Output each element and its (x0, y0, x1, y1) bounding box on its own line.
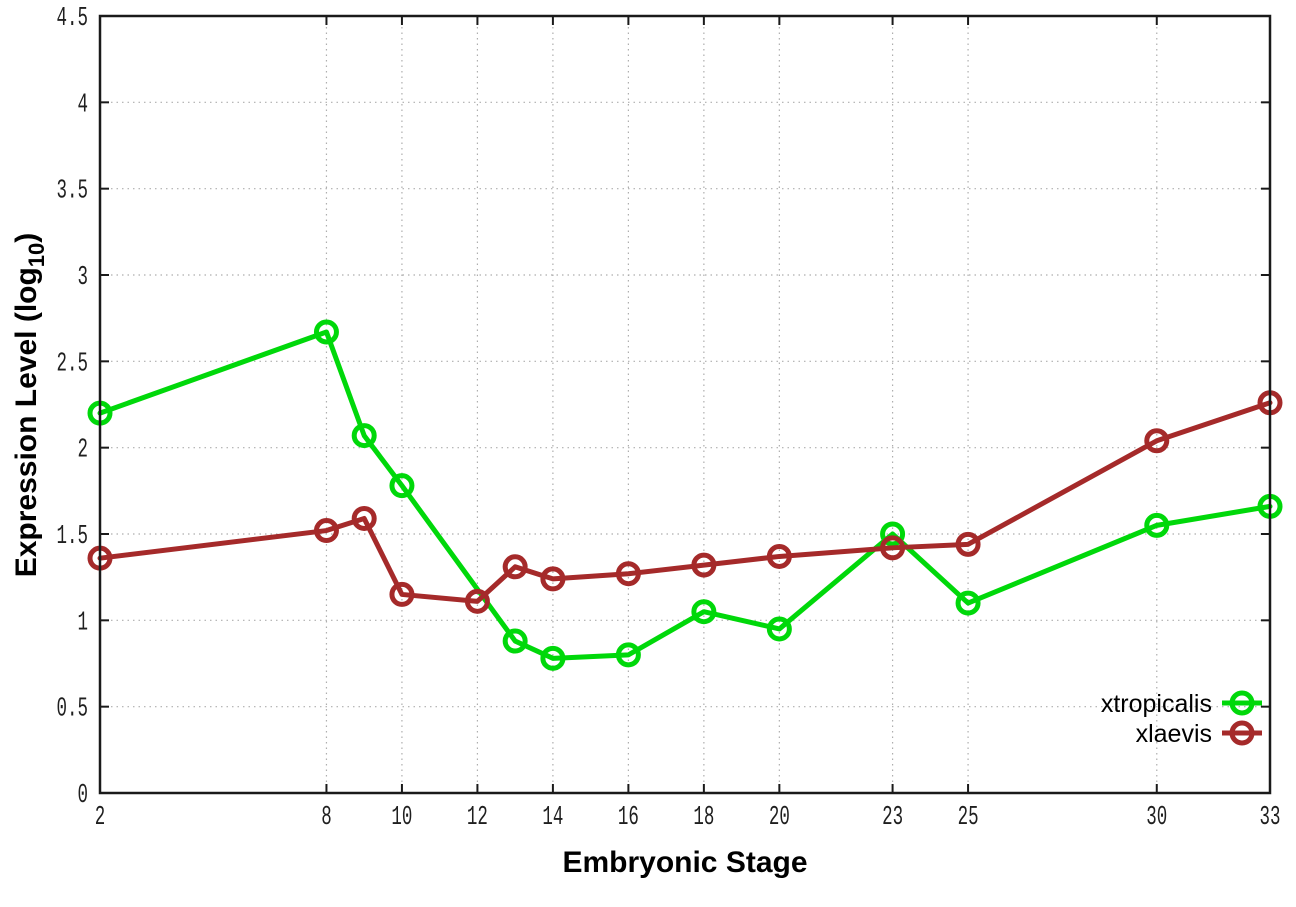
data-point-xtropicalis-stage-20 (766, 616, 792, 642)
y-tick-label-1: 1 (78, 608, 89, 638)
data-point-xlaevis-stage-8 (313, 518, 339, 544)
x-axis-title: Embryonic Stage (562, 846, 807, 879)
x-tick-label-33: 33 (1260, 803, 1281, 833)
legend-label-xtropicalis: xtropicalis (1101, 690, 1212, 718)
x-tick-label-12: 12 (467, 803, 488, 833)
data-point-xtropicalis-stage-14 (540, 645, 566, 671)
x-tick-label-18: 18 (693, 803, 714, 833)
y-tick-label-0.5: 0.5 (57, 695, 89, 725)
data-point-xtropicalis-stage-10 (389, 473, 415, 499)
legend-label-xlaevis: xlaevis (1136, 720, 1212, 748)
legend-marker-xlaevis (1229, 720, 1255, 746)
x-tick-label-16: 16 (618, 803, 639, 833)
x-tick-label-10: 10 (391, 803, 412, 833)
axis-layer: 2 8 10 12 14 16 18 20 23 25 30 33 0 0.5 1 1.5 2 2.5 3 3.5 4 4… (57, 4, 1281, 833)
data-point-xlaevis-stage-30 (1144, 428, 1170, 454)
series-layer (87, 319, 1283, 671)
data-point-xlaevis-stage-20 (766, 543, 792, 569)
data-point-xtropicalis-stage-16 (615, 642, 641, 668)
y-tick-label-2.5: 2.5 (57, 349, 89, 379)
series-line-xlaevis (97, 400, 1273, 604)
series-line-xtropicalis (97, 329, 1273, 661)
data-point-xlaevis-stage-18 (691, 552, 717, 578)
y-axis-title: Expression Level (log10) (10, 233, 49, 578)
y-tick-label-3.5: 3.5 (57, 177, 89, 207)
y-axis-title-suffix: ) (10, 233, 43, 243)
y-tick-label-1.5: 1.5 (57, 522, 89, 552)
data-point-xlaevis-stage-9 (351, 505, 377, 531)
data-point-xtropicalis-stage-13 (502, 628, 528, 654)
x-tick-label-8: 8 (321, 803, 332, 833)
data-point-xlaevis-stage-10 (389, 581, 415, 607)
data-point-xtropicalis-stage-23 (880, 521, 906, 547)
data-point-xlaevis-stage-12 (464, 588, 490, 614)
x-tick-label-2: 2 (95, 803, 106, 833)
y-tick-label-4.5: 4.5 (57, 4, 89, 34)
x-tick-label-14: 14 (542, 803, 563, 833)
x-tick-label-23: 23 (882, 803, 903, 833)
data-point-xlaevis-stage-25 (955, 531, 981, 557)
x-tick-label-30: 30 (1146, 803, 1167, 833)
y-tick-label-0: 0 (78, 781, 89, 811)
data-point-xlaevis-stage-13 (502, 554, 528, 580)
legend-marker-xtropicalis (1229, 690, 1255, 716)
plot-border (98, 14, 1272, 795)
data-point-xlaevis-stage-14 (540, 566, 566, 592)
x-tick-label-20: 20 (769, 803, 790, 833)
data-point-xtropicalis-stage-18 (691, 599, 717, 625)
data-point-xtropicalis-stage-8 (313, 319, 339, 345)
y-axis-title-subscript: 10 (24, 243, 49, 267)
y-tick-label-2: 2 (78, 436, 89, 466)
data-point-xtropicalis-stage-25 (955, 590, 981, 616)
data-point-xlaevis-stage-23 (880, 535, 906, 561)
grid-layer (100, 16, 1270, 793)
data-point-xtropicalis-stage-9 (351, 423, 377, 449)
y-tick-label-3: 3 (78, 263, 89, 293)
data-point-xlaevis-stage-16 (615, 561, 641, 587)
x-tick-label-25: 25 (958, 803, 979, 833)
data-point-xtropicalis-stage-30 (1144, 512, 1170, 538)
y-axis-title-main: Expression Level (log (10, 267, 43, 577)
y-tick-label-4: 4 (78, 90, 89, 120)
